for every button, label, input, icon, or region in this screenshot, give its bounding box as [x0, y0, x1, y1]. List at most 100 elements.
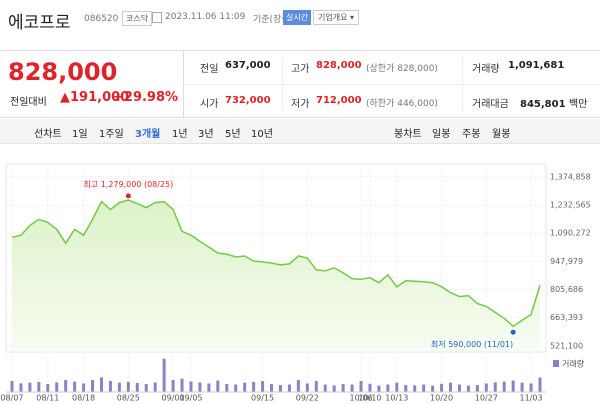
volume-bar [117, 382, 121, 392]
volume-bar [171, 380, 175, 392]
market-badge: 코스닥 [122, 11, 153, 26]
volume-bar [19, 383, 23, 392]
volume-bar [37, 381, 41, 392]
volume-bar [449, 382, 453, 392]
tab-label: 선차트 [34, 129, 62, 140]
volume-bar [341, 384, 345, 392]
stat-number: 845,801 [520, 99, 566, 110]
stat-label: 거래량 [472, 64, 500, 75]
volume-bar [162, 358, 166, 392]
period-tab[interactable]: 1주일 [99, 129, 124, 140]
x-tick-label: 10/20 [430, 394, 453, 403]
x-tick-label: 11/03 [520, 394, 543, 403]
stat-value: 712,000 [316, 95, 362, 106]
annotation-value-label: 590,000 [448, 340, 481, 349]
divider [184, 84, 600, 85]
x-tick-label: 08/07 [0, 394, 23, 403]
x-tick-label: 09/01 [162, 394, 185, 403]
y-tick-label: 663,393 [550, 313, 583, 322]
stat-value: 845,801 백만 [520, 95, 587, 110]
volume-bar [243, 382, 247, 392]
divider [183, 50, 184, 117]
volume-bar [493, 382, 497, 392]
volume-bar [314, 381, 318, 392]
x-tick-label: 08/11 [36, 394, 59, 403]
volume-bar [91, 380, 95, 392]
candle-tab[interactable]: 일봉 [432, 129, 451, 140]
y-tick-label: 1,374,858 [550, 172, 591, 181]
stat-value: 1,091,681 [508, 60, 565, 71]
volume-legend [553, 360, 559, 367]
volume-bar [73, 381, 77, 392]
stat-value: 637,000 [225, 60, 271, 71]
stat-label: 거래대금 [472, 99, 509, 110]
annotation: 최저 590,000 (11/01) [431, 339, 513, 349]
y-tick-label: 1,090,272 [550, 229, 591, 238]
datetime: 2023.11.06 11:09 [165, 12, 246, 22]
volume-bar [475, 385, 479, 392]
annotation-value-label: 1,279,000 [101, 179, 142, 188]
volume-bar [278, 385, 282, 392]
y-tick-label: 805,686 [550, 285, 583, 294]
period-tab[interactable]: 3개월 [135, 129, 161, 140]
x-tick-label: 10/06 [349, 394, 372, 403]
annotation: 최고 1,279,000 (08/25) [83, 178, 173, 188]
period-tab[interactable]: 1년 [172, 129, 188, 140]
y-tick-label: 1,232,565 [550, 201, 591, 210]
company-info-button[interactable]: 기업개요 ▾ [313, 10, 360, 25]
stat-label: 고가 [291, 64, 310, 75]
x-tick-label: 09/15 [251, 394, 274, 403]
low-marker [510, 329, 516, 335]
stat-label: 전일 [200, 64, 219, 75]
volume-bar [153, 382, 157, 392]
volume-bar [538, 377, 542, 392]
realtime-badge[interactable]: 실시간 [283, 10, 312, 25]
period-tab[interactable]: 5년 [225, 129, 241, 140]
company-info: 기업개요 [318, 13, 348, 22]
period-tab[interactable]: 1일 [72, 129, 88, 140]
change-rate: +29.98% [113, 90, 179, 105]
volume-bar [64, 380, 68, 392]
stock-name: 에코프로 [8, 13, 71, 33]
annotation-label: 최저 [431, 339, 446, 349]
change: ▲191,000 [60, 90, 130, 105]
volume-bar [82, 383, 86, 392]
x-tick-label: 10/13 [385, 394, 408, 403]
volume-bar [28, 382, 32, 392]
x-tick-label: 10/10 [358, 394, 381, 403]
volume-bar [55, 382, 59, 392]
x-tick-label: 08/18 [72, 394, 95, 403]
volume-bar [10, 381, 14, 392]
price: 828,000 [8, 58, 118, 86]
volume-bar [144, 384, 148, 392]
volume-bar [466, 385, 470, 392]
volume-bar [135, 382, 139, 392]
candle-tab[interactable]: 월봉 [492, 129, 511, 140]
volume-bar [413, 385, 417, 392]
volume-bar [368, 383, 372, 392]
x-tick-label: 09/22 [296, 394, 319, 403]
plot-border [5, 163, 547, 353]
volume-bar [511, 380, 515, 392]
clock-icon [152, 12, 162, 23]
volume-bar [529, 383, 533, 392]
volume-bar [270, 384, 274, 392]
candle-tab[interactable]: 주봉 [462, 129, 481, 140]
volume-bar [431, 385, 435, 392]
volume-bar [305, 383, 309, 392]
volume-bar [332, 385, 336, 392]
volume-label: 거래량 [562, 359, 585, 369]
period-tab[interactable]: 10년 [251, 129, 273, 140]
basis: 기준(장중) [253, 15, 294, 25]
volume-bar [108, 381, 112, 392]
period-tab[interactable]: 3년 [198, 129, 214, 140]
high-marker [125, 193, 131, 199]
quote-box [0, 50, 600, 118]
stat-label: 시가 [200, 99, 219, 110]
volume-bar [502, 381, 506, 392]
volume-bar [359, 381, 363, 392]
volume-bar [296, 380, 300, 392]
volume-bar [180, 378, 184, 392]
x-tick-label: 09/05 [179, 394, 202, 403]
